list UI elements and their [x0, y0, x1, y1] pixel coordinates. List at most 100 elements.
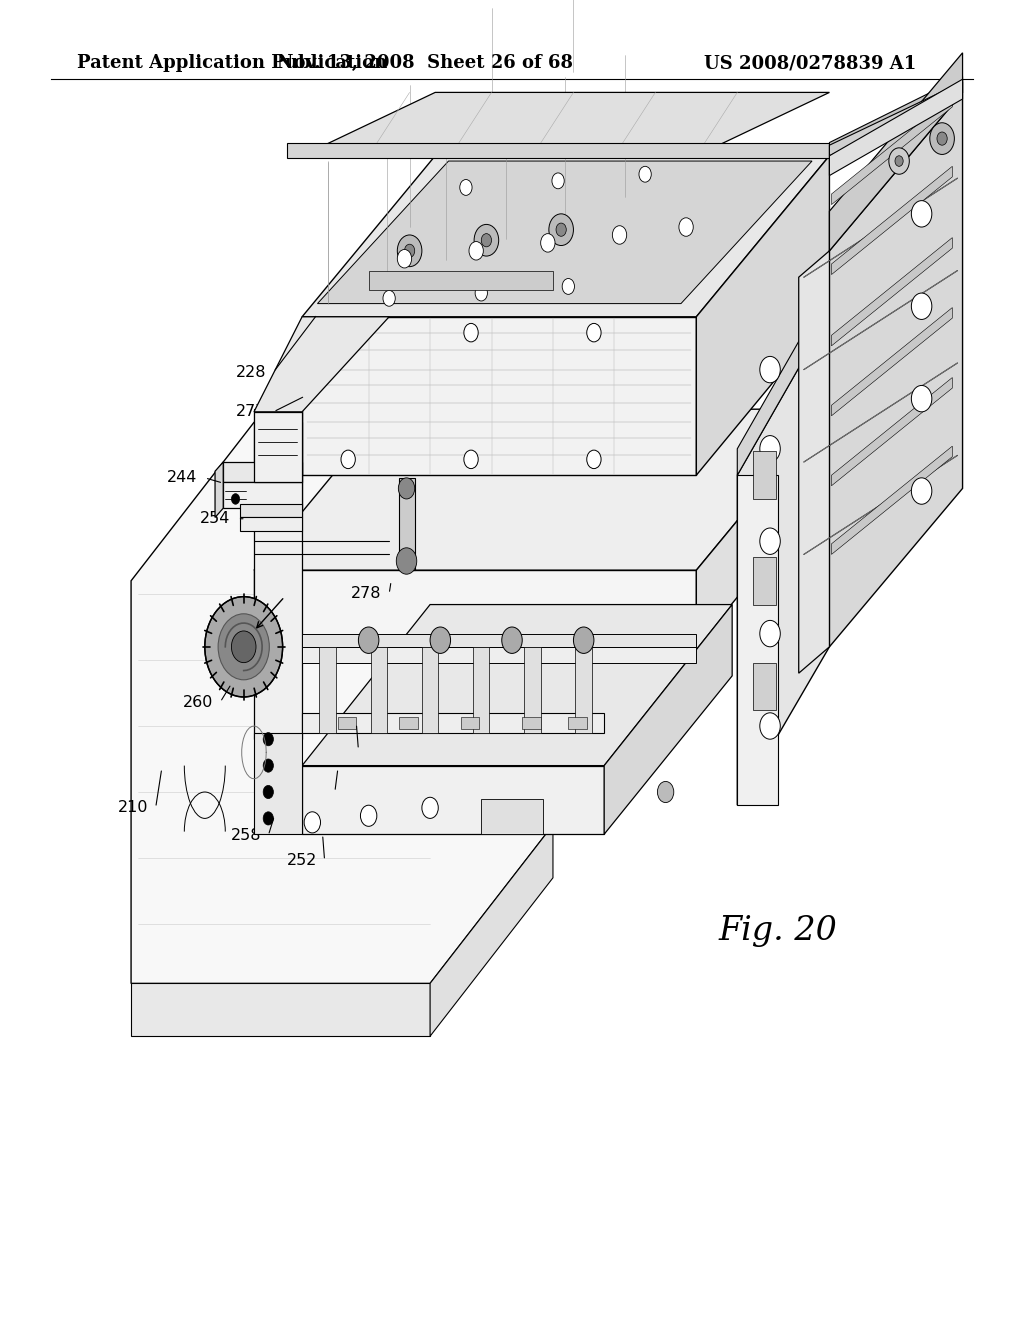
Circle shape: [587, 323, 601, 342]
Polygon shape: [254, 733, 302, 834]
Circle shape: [263, 759, 273, 772]
Circle shape: [231, 494, 240, 504]
Polygon shape: [696, 156, 829, 475]
Circle shape: [341, 450, 355, 469]
Text: 244: 244: [167, 470, 198, 486]
Circle shape: [218, 614, 269, 680]
Circle shape: [911, 478, 932, 504]
Circle shape: [556, 223, 566, 236]
Circle shape: [562, 279, 574, 294]
Circle shape: [587, 450, 601, 469]
Polygon shape: [302, 317, 696, 475]
Polygon shape: [473, 647, 489, 733]
Circle shape: [231, 631, 256, 663]
Polygon shape: [131, 983, 430, 1036]
Text: Fig. 20: Fig. 20: [719, 915, 838, 946]
Circle shape: [760, 356, 780, 383]
Polygon shape: [829, 92, 963, 647]
Circle shape: [396, 548, 417, 574]
Polygon shape: [302, 92, 829, 156]
Circle shape: [639, 166, 651, 182]
Circle shape: [341, 323, 355, 342]
Text: 278: 278: [351, 586, 382, 602]
Polygon shape: [829, 82, 963, 156]
Polygon shape: [371, 647, 387, 733]
Polygon shape: [753, 451, 776, 499]
Circle shape: [422, 797, 438, 818]
Circle shape: [464, 323, 478, 342]
Circle shape: [383, 290, 395, 306]
Text: 252: 252: [287, 853, 317, 869]
Circle shape: [263, 733, 273, 746]
Polygon shape: [753, 663, 776, 710]
Circle shape: [911, 385, 932, 412]
Polygon shape: [302, 713, 604, 733]
Polygon shape: [399, 478, 415, 570]
Polygon shape: [461, 717, 479, 729]
Polygon shape: [254, 570, 696, 647]
Circle shape: [263, 812, 273, 825]
Circle shape: [573, 627, 594, 653]
Text: 256: 256: [321, 742, 351, 758]
Polygon shape: [302, 634, 696, 647]
Circle shape: [397, 235, 422, 267]
Circle shape: [679, 218, 693, 236]
Polygon shape: [575, 647, 592, 733]
Polygon shape: [369, 271, 553, 290]
Polygon shape: [302, 156, 829, 317]
Polygon shape: [737, 314, 829, 805]
Text: 254: 254: [200, 511, 230, 527]
Circle shape: [895, 156, 903, 166]
Circle shape: [360, 805, 377, 826]
Circle shape: [760, 620, 780, 647]
Circle shape: [304, 812, 321, 833]
Circle shape: [397, 249, 412, 268]
Polygon shape: [831, 166, 952, 275]
Polygon shape: [522, 717, 541, 729]
Circle shape: [760, 528, 780, 554]
Polygon shape: [302, 647, 696, 663]
Polygon shape: [829, 77, 963, 158]
Polygon shape: [481, 799, 543, 834]
Text: Nov. 13, 2008  Sheet 26 of 68: Nov. 13, 2008 Sheet 26 of 68: [276, 54, 573, 73]
Polygon shape: [319, 647, 336, 733]
Circle shape: [358, 627, 379, 653]
Polygon shape: [799, 251, 829, 673]
Text: 210: 210: [118, 800, 148, 816]
Polygon shape: [696, 409, 829, 647]
Polygon shape: [317, 161, 812, 304]
Polygon shape: [422, 647, 438, 733]
Circle shape: [474, 224, 499, 256]
Text: 250: 250: [297, 784, 328, 800]
Polygon shape: [604, 605, 732, 834]
Circle shape: [552, 173, 564, 189]
Polygon shape: [302, 605, 732, 766]
Polygon shape: [737, 288, 829, 475]
Circle shape: [760, 436, 780, 462]
Polygon shape: [223, 482, 302, 508]
Polygon shape: [254, 412, 302, 482]
Text: Patent Application Publication: Patent Application Publication: [77, 54, 387, 73]
Text: US 2008/0278839 A1: US 2008/0278839 A1: [705, 54, 916, 73]
Polygon shape: [254, 409, 302, 422]
Polygon shape: [568, 717, 587, 729]
Text: 228: 228: [236, 364, 266, 380]
Polygon shape: [831, 378, 952, 486]
Circle shape: [481, 234, 492, 247]
Polygon shape: [254, 317, 389, 412]
Polygon shape: [831, 446, 952, 554]
Polygon shape: [254, 409, 829, 570]
Circle shape: [404, 244, 415, 257]
Text: 277: 277: [236, 404, 266, 420]
Polygon shape: [831, 308, 952, 416]
Polygon shape: [737, 475, 778, 805]
Circle shape: [464, 450, 478, 469]
Circle shape: [475, 285, 487, 301]
Polygon shape: [399, 717, 418, 729]
Circle shape: [657, 781, 674, 803]
Polygon shape: [829, 79, 963, 176]
Polygon shape: [302, 766, 604, 834]
Polygon shape: [240, 517, 302, 531]
Circle shape: [469, 242, 483, 260]
Polygon shape: [829, 53, 963, 251]
